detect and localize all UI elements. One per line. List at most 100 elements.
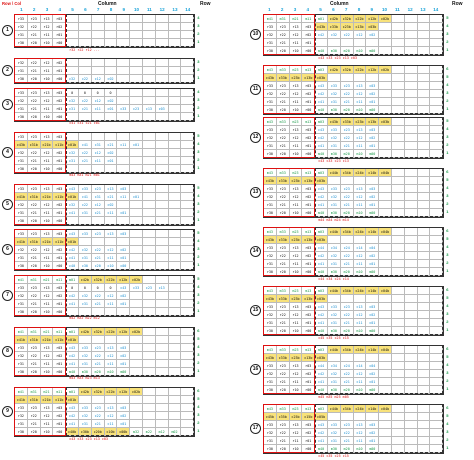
- grid-cell: c02b: [130, 388, 143, 396]
- accumulator-region: [66, 184, 195, 225]
- grid-cell: c12b: [117, 388, 131, 396]
- column-number: 11: [394, 7, 400, 12]
- grid-cell: [155, 254, 169, 263]
- grid-cell: m43: [264, 228, 277, 236]
- accumulator-region: [315, 168, 444, 217]
- grid-cell: m23: [289, 287, 303, 295]
- grid-row: r33 r23 r13 r03 0 0 0 0: [15, 88, 195, 97]
- grid-cell: [168, 59, 182, 68]
- step-number-badge: 11: [250, 84, 261, 95]
- grid-cell: [155, 343, 169, 352]
- grid-cell: [168, 156, 182, 165]
- grid-cell: c41: [315, 378, 328, 386]
- grid-cell: [353, 354, 367, 362]
- grid-cell: c03b: [379, 118, 392, 126]
- row-number: 5: [446, 118, 449, 123]
- grid-cell: c23b: [289, 354, 303, 362]
- grid-cell: c43b: [15, 140, 28, 149]
- grid-cell: r22: [276, 429, 290, 437]
- grid-cell: c41b: [15, 193, 28, 201]
- grid-cell: [142, 359, 156, 368]
- row-number: 3: [197, 148, 200, 154]
- grid-cell: c43: [66, 343, 79, 352]
- row-number: 2: [446, 39, 449, 44]
- grid-cell: c01: [130, 193, 143, 201]
- grid-cell: [168, 351, 182, 360]
- grid-cell: m43: [264, 405, 277, 413]
- grid-cell: c43b: [264, 236, 277, 244]
- grid-cell: [417, 260, 431, 268]
- row-numbers: 5 4 3 2 1: [446, 14, 448, 54]
- grid-cell: [142, 351, 156, 360]
- grid-cell: m03: [315, 287, 328, 295]
- row-number: 1: [197, 39, 200, 44]
- grid-cell: c13: [142, 104, 156, 113]
- grid-cell: [417, 15, 431, 23]
- grid-cell: [168, 283, 182, 292]
- grid-cell: [353, 74, 367, 82]
- grid-cell: [366, 74, 380, 82]
- grid-cell: [78, 132, 92, 141]
- grid-cell: r33: [264, 421, 277, 429]
- grid-cell: m33: [276, 405, 290, 413]
- grid-cell: [155, 420, 169, 428]
- grid-row: r31 r21 r11 r01 c41 c31 c21 c11 c01: [264, 260, 444, 268]
- grid-cell: c41b: [15, 396, 28, 404]
- grid-cell: [417, 201, 431, 209]
- grid-cell: c33: [130, 283, 143, 292]
- input-register-highlight: [14, 131, 67, 173]
- grid-cell: c13: [353, 303, 367, 311]
- grid-cell: [379, 252, 392, 260]
- grid-cell: c34b: [340, 287, 354, 295]
- grid-cell: c23: [130, 104, 143, 113]
- row-numbers: 3 2 1: [197, 58, 199, 82]
- grid-cell: [104, 59, 118, 68]
- right-row-title: Row: [452, 1, 463, 7]
- grid-cell: m33: [276, 118, 290, 126]
- grid-cell: r11: [40, 156, 54, 165]
- grid-cell: r33: [264, 126, 277, 134]
- grid-cell: m33: [276, 287, 290, 295]
- grid-cell: r12: [289, 90, 303, 98]
- row-number: 1: [197, 428, 200, 433]
- grid-cell: r12: [40, 412, 54, 420]
- grid-cell: r31: [15, 31, 28, 39]
- grid-cell: [417, 66, 431, 74]
- grid-cell: [340, 295, 354, 303]
- grid-cell: [379, 82, 392, 90]
- grid-cell: [404, 185, 418, 193]
- grid-row: m43 m33 m23 m13 m03 c44b c34b c24b c14b c04b: [264, 169, 444, 177]
- grid-cell: c02: [366, 311, 380, 319]
- grid-cell: [66, 23, 79, 31]
- grid-cell: c32: [66, 148, 79, 157]
- grid-cell: c32: [327, 193, 341, 201]
- row-number: 4: [197, 343, 200, 349]
- grid-cell: c22b: [104, 275, 118, 284]
- grid-cell: r23: [27, 132, 41, 141]
- grid-cell: c21b: [40, 335, 54, 344]
- step-output-label: c43 c33 c23 c13: [318, 158, 349, 163]
- grid-cell: [379, 319, 392, 327]
- grid-cell: m21: [40, 327, 54, 336]
- grid-cell: [404, 126, 418, 134]
- accumulator-region: [66, 131, 195, 173]
- right-column-numbers: 1 2 3 4 5 6 7 8 9 10 11 12 13 14: [263, 7, 442, 12]
- grid-cell: r33: [264, 82, 277, 90]
- grid-cell: [155, 15, 169, 23]
- grid-cell: c44b: [327, 346, 341, 354]
- step-number-badge: 17: [250, 423, 261, 434]
- grid-cell: c43b: [264, 354, 277, 362]
- grid-cell: [142, 238, 156, 247]
- accumulator-region: [315, 286, 444, 335]
- row-number: 6: [446, 66, 449, 71]
- grid-cell: [130, 299, 143, 308]
- grid-cell: c21: [104, 140, 118, 149]
- grid-cell: c33: [78, 404, 92, 412]
- grid-cell: c31b: [27, 238, 41, 247]
- row-number: 6: [446, 287, 449, 292]
- row-number: 3: [446, 252, 449, 257]
- grid-row: r32 r22 r12 r02 c32 c22 c12 c02: [15, 148, 195, 157]
- grid-cell: [404, 362, 418, 370]
- grid-cell: [379, 177, 392, 185]
- grid-cell: [104, 23, 118, 31]
